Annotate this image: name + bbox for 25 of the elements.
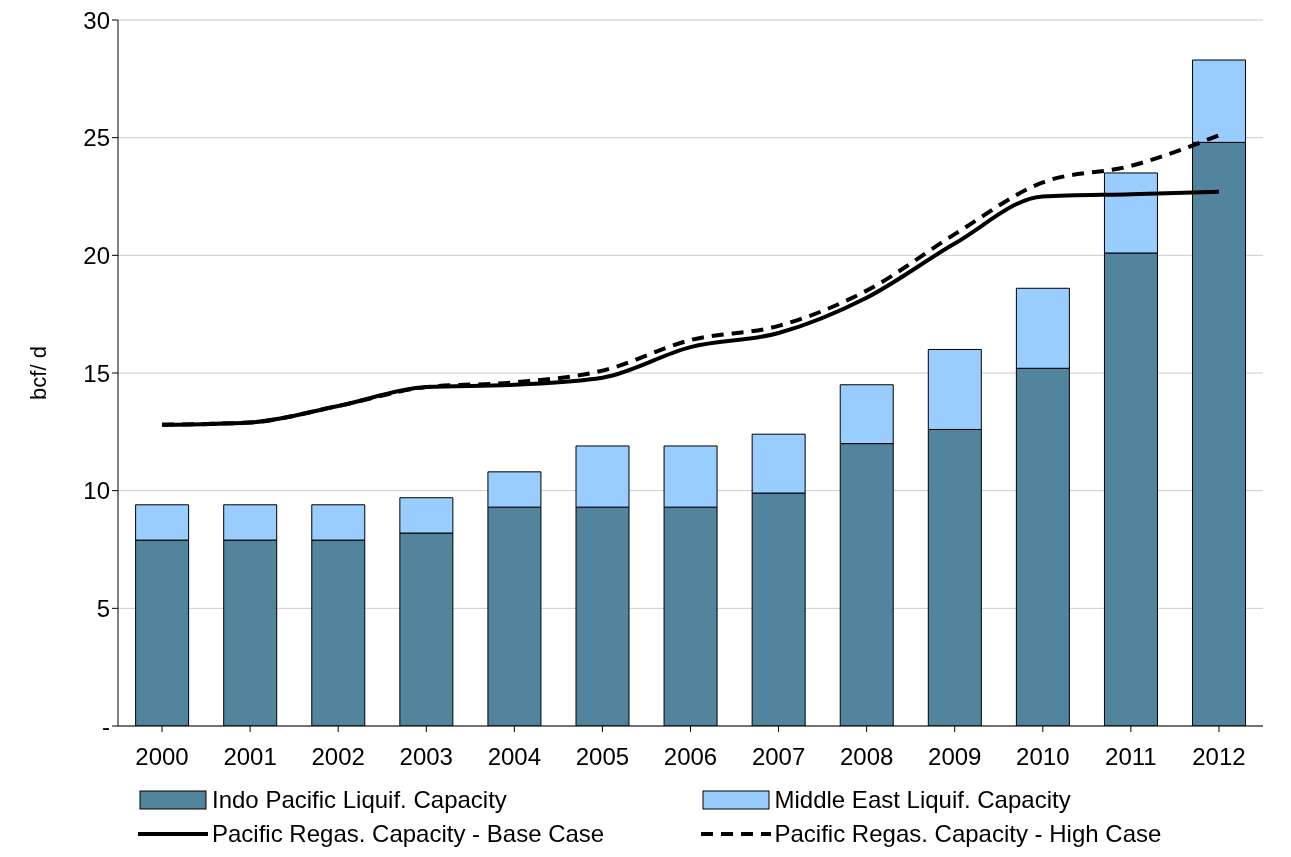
x-tick-label: 2008 bbox=[839, 743, 894, 771]
x-tick-label: 2009 bbox=[928, 743, 982, 771]
y-tick-label: 10 bbox=[83, 477, 110, 505]
y-tick-label: - bbox=[102, 712, 110, 740]
x-tick-label: 2012 bbox=[1192, 743, 1246, 771]
x-tick-label: 2010 bbox=[1016, 743, 1070, 771]
x-tick-label: 2002 bbox=[311, 743, 365, 771]
y-tick-label: 5 bbox=[96, 594, 110, 622]
legend-label: Indo Pacific Liquif. Capacity bbox=[212, 786, 507, 814]
y-tick-label: 15 bbox=[83, 359, 110, 387]
x-tick-label: 2005 bbox=[575, 743, 630, 771]
x-tick-label: 2001 bbox=[223, 743, 277, 771]
x-tick-label: 2011 bbox=[1105, 743, 1157, 771]
y-axis-title: bcf/ d bbox=[25, 346, 51, 400]
x-tick-label: 2006 bbox=[663, 743, 718, 771]
y-tick-label: 20 bbox=[83, 241, 110, 269]
legend-label: Pacific Regas. Capacity - Base Case bbox=[212, 820, 605, 848]
legend-label: Middle East Liquif. Capacity bbox=[774, 786, 1071, 814]
y-tick-label: 30 bbox=[83, 6, 110, 34]
x-tick-label: 2000 bbox=[135, 743, 189, 771]
y-tick-label: 25 bbox=[83, 124, 110, 152]
legend-label: Pacific Regas. Capacity - High Case bbox=[774, 820, 1162, 848]
x-tick-label: 2003 bbox=[399, 743, 453, 771]
x-tick-label: 2004 bbox=[487, 743, 542, 771]
x-tick-label: 2007 bbox=[751, 743, 806, 771]
